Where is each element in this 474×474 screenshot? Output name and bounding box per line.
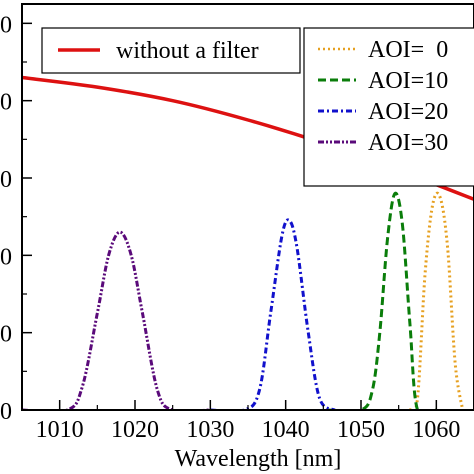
legend-left: without a filter <box>41 27 301 74</box>
y-tick-label: 00 <box>0 399 12 425</box>
y-tick-label: 00 <box>0 12 12 38</box>
series-line-2 <box>327 191 437 410</box>
legend-label-without-filter: without a filter <box>116 38 259 64</box>
legend-label-aoi-20: AOI=20 <box>368 99 448 125</box>
x-axis-label: Wavelength [nm] <box>175 446 342 472</box>
x-tick-label: 1020 <box>111 417 159 443</box>
series-line-3 <box>210 218 336 410</box>
x-tick-label: 1010 <box>36 417 84 443</box>
x-tick-label: 1050 <box>337 417 385 443</box>
legend-label-aoi-30: AOI=30 <box>368 130 448 156</box>
y-tick-label: 00 <box>0 90 12 116</box>
legend-label-aoi-0: AOI= 0 <box>368 37 448 63</box>
legend-label-aoi-10: AOI=10 <box>368 68 448 94</box>
x-tick-label: 1060 <box>412 417 460 443</box>
y-tick-label: 00 <box>0 167 12 193</box>
x-tick-label: 1040 <box>262 417 310 443</box>
y-tick-label: 00 <box>0 322 12 348</box>
y-tick-label: 00 <box>0 244 12 270</box>
series-line-1 <box>408 191 465 410</box>
series-line-4 <box>22 230 211 410</box>
legend-right-box <box>303 27 474 187</box>
legend-right: AOI= 0 AOI=10 AOI=20 AOI=30 <box>303 27 474 187</box>
x-tick-label: 1030 <box>186 417 234 443</box>
ticks-layer: 1010 1020 1030 1040 1050 1060 00 00 00 00 00 00 <box>0 12 474 443</box>
